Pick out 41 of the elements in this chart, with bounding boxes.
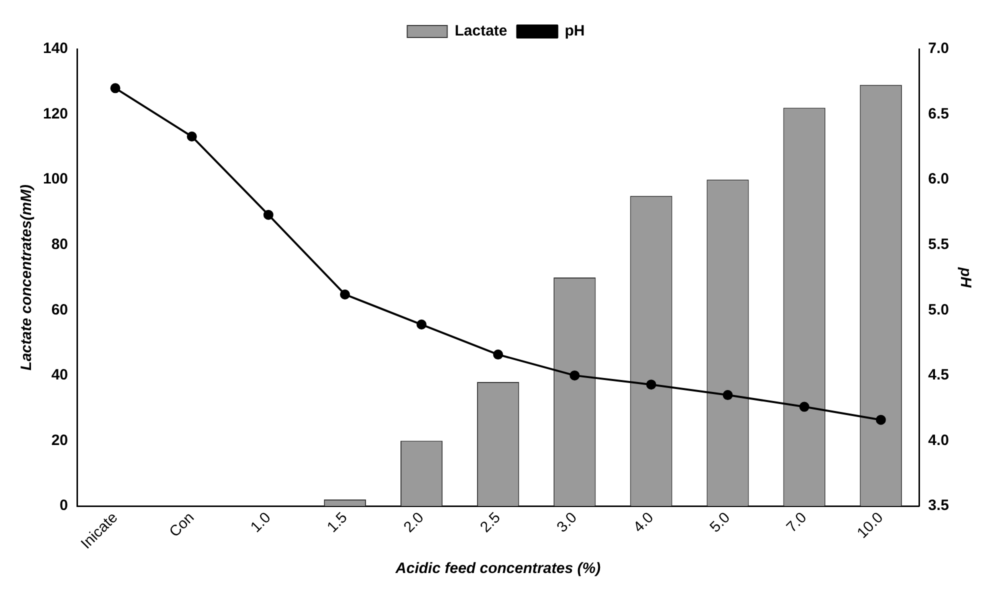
x-tick-label: 1.0 [247,509,274,536]
y2-tick-label: 6.5 [928,105,950,122]
y-tick-label: 80 [51,236,68,254]
point [876,414,886,425]
point [646,380,656,390]
point [110,83,120,94]
point [493,350,504,360]
legend-label: Lactate [454,22,508,40]
y-axis-title: Lactate concentrates(mM) [18,184,36,370]
y-tick-label: 60 [51,301,68,318]
y2-tick-label: 4.5 [928,366,950,384]
x-tick-label: 5.0 [706,509,734,536]
point [722,390,733,400]
point [263,210,274,220]
y-tick-label: 140 [42,40,68,58]
y-tick-label: 100 [42,170,68,188]
point [416,320,427,330]
point [799,402,810,412]
y-tick-label: 120 [42,105,68,122]
y-tick-label: 0 [60,497,68,514]
x-axis-title: Acidic feed concentrates (%) [394,560,601,578]
y2-tick-label: 7.0 [928,40,950,58]
y-tick-label: 20 [51,432,68,449]
y2-tick-label: 3.5 [928,497,950,514]
x-tick-label: Con [166,509,198,541]
x-tick-label: 1.5 [324,509,351,536]
y2-tick-label: 5.0 [928,301,950,318]
x-tick-label: 4.0 [630,509,657,536]
y2-tick-label: 6.0 [928,170,950,188]
x-tick-label: 2.0 [400,509,428,536]
x-tick-label: 2.5 [477,509,504,536]
x-tick-label: 3.0 [554,509,580,536]
x-tick-label: 7.0 [783,509,810,536]
point [570,370,580,380]
legend-label: pH [564,22,585,40]
y2-tick-label: 4.0 [928,432,950,449]
y2-tick-label: 5.5 [928,236,950,254]
point [340,289,350,300]
point [186,131,197,142]
y2-axis-title: pH [956,266,974,289]
y-tick-label: 40 [51,366,68,384]
